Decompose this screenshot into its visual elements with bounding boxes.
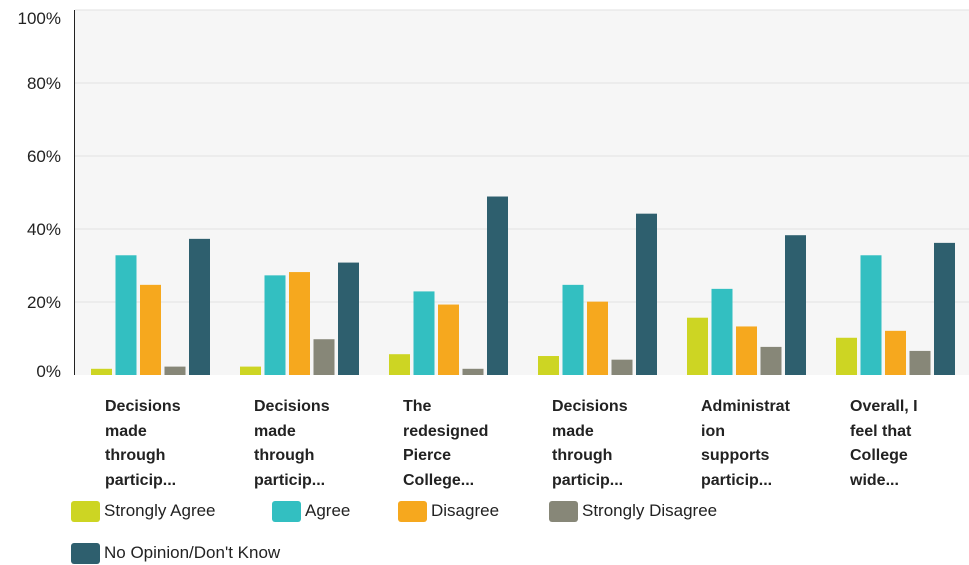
bar-strongly-agree [389, 354, 410, 375]
bar-strongly-agree [240, 366, 261, 375]
bar-agree [115, 255, 137, 375]
y-tick-label: 100% [18, 9, 61, 28]
bar-strongly-disagree [909, 350, 931, 375]
y-tick-label: 60% [27, 147, 61, 166]
bar-strongly-agree [687, 317, 708, 375]
bar-disagree [736, 326, 757, 375]
y-tick-label: 40% [27, 220, 61, 239]
legend-item[interactable]: Disagree [398, 500, 499, 522]
legend-swatch [398, 500, 427, 522]
bar-disagree [587, 301, 608, 375]
category-label: Administrat ion supports particip... [701, 398, 790, 489]
bar-strongly-agree [91, 368, 112, 375]
legend-item[interactable]: Agree [272, 500, 350, 522]
bar-strongly-disagree [611, 359, 633, 375]
bar-strongly-agree [836, 337, 857, 375]
y-tick-label: 0% [36, 362, 61, 381]
legend-label: Strongly Disagree [582, 501, 718, 520]
bar-strongly-disagree [164, 366, 186, 375]
category-label: Decisions made through particip... [552, 398, 628, 489]
category-label: Overall, I feel that College wide... [850, 398, 918, 489]
legend-label: Agree [305, 501, 351, 520]
bar-no-opinion-don-t-know [338, 262, 359, 375]
plot-area [75, 10, 969, 375]
bar-disagree [140, 284, 161, 375]
legend-swatch [272, 500, 301, 522]
bar-agree [860, 255, 882, 375]
legend-label: Disagree [431, 501, 500, 520]
legend-item[interactable]: Strongly Disagree [549, 500, 717, 522]
category-label: Decisions made through particip... [254, 398, 330, 489]
bar-disagree [438, 304, 459, 375]
bar-no-opinion-don-t-know [934, 242, 955, 375]
bar-strongly-disagree [462, 368, 484, 375]
category-label: Decisions made through particip... [105, 398, 181, 489]
legend-swatch [549, 500, 578, 522]
bar-agree [711, 288, 733, 375]
legend-swatch [71, 542, 100, 564]
gridlines [75, 9, 969, 303]
legend-item[interactable]: No Opinion/Don't Know [71, 542, 280, 564]
bar-no-opinion-don-t-know [785, 235, 806, 375]
bar-disagree [289, 272, 310, 375]
bars [91, 196, 955, 375]
bar-chart: 0% 20% 40% 60% 80% 100% [18, 9, 969, 381]
bar-strongly-disagree [313, 339, 335, 375]
legend-label: Strongly Agree [104, 501, 216, 520]
category-label: The redesigned Pierce College... [403, 398, 489, 489]
bar-agree [264, 275, 286, 375]
legend-swatch [71, 500, 100, 522]
bar-no-opinion-don-t-know [487, 196, 508, 375]
bar-no-opinion-don-t-know [636, 213, 657, 375]
bar-strongly-disagree [760, 346, 782, 375]
y-axis: 0% 20% 40% 60% 80% 100% [18, 9, 61, 381]
legend-item[interactable]: Strongly Agree [71, 500, 216, 522]
bar-disagree [885, 330, 906, 375]
y-tick-label: 20% [27, 293, 61, 312]
bar-agree [413, 291, 435, 375]
bar-agree [562, 284, 584, 375]
y-tick-label: 80% [27, 74, 61, 93]
bar-strongly-agree [538, 356, 559, 375]
legend-label: No Opinion/Don't Know [104, 543, 281, 562]
bar-no-opinion-don-t-know [189, 238, 210, 375]
